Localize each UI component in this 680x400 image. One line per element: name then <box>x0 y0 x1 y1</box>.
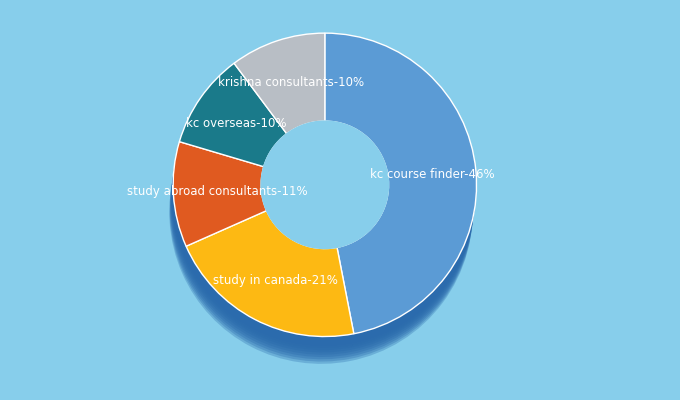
Wedge shape <box>322 58 473 359</box>
Wedge shape <box>185 220 352 346</box>
Wedge shape <box>321 60 473 361</box>
Text: kc overseas-10%: kc overseas-10% <box>186 117 287 130</box>
Wedge shape <box>177 82 284 185</box>
Wedge shape <box>322 49 475 350</box>
Wedge shape <box>170 162 264 267</box>
Wedge shape <box>231 56 322 156</box>
Wedge shape <box>169 169 262 274</box>
Wedge shape <box>232 47 323 148</box>
Wedge shape <box>324 42 475 343</box>
Wedge shape <box>322 54 474 354</box>
Wedge shape <box>184 229 352 355</box>
Wedge shape <box>176 86 284 190</box>
Wedge shape <box>178 70 286 174</box>
Wedge shape <box>171 160 264 264</box>
Text: study abroad consultants-11%: study abroad consultants-11% <box>127 185 307 198</box>
Wedge shape <box>322 56 473 356</box>
Wedge shape <box>177 84 284 187</box>
Wedge shape <box>171 153 265 258</box>
Wedge shape <box>179 66 286 169</box>
Wedge shape <box>178 72 286 176</box>
Wedge shape <box>183 233 351 359</box>
Wedge shape <box>177 77 285 180</box>
Wedge shape <box>234 33 325 134</box>
Wedge shape <box>184 222 352 348</box>
Wedge shape <box>324 38 476 338</box>
Wedge shape <box>186 213 354 339</box>
Wedge shape <box>172 151 265 255</box>
Text: krishna consultants-10%: krishna consultants-10% <box>218 76 364 89</box>
Circle shape <box>261 121 388 248</box>
Wedge shape <box>231 58 322 159</box>
Wedge shape <box>233 42 324 143</box>
Wedge shape <box>323 47 475 347</box>
Wedge shape <box>179 68 286 171</box>
Wedge shape <box>180 63 287 167</box>
Wedge shape <box>186 211 354 336</box>
Wedge shape <box>324 35 476 336</box>
Wedge shape <box>169 167 263 271</box>
Wedge shape <box>233 40 324 140</box>
Wedge shape <box>183 231 351 357</box>
Wedge shape <box>173 146 266 251</box>
Wedge shape <box>173 144 267 248</box>
Wedge shape <box>170 164 263 269</box>
Wedge shape <box>186 215 353 341</box>
Wedge shape <box>171 158 265 262</box>
Wedge shape <box>325 33 477 334</box>
Wedge shape <box>233 38 324 138</box>
Wedge shape <box>185 218 353 343</box>
Wedge shape <box>173 142 267 246</box>
Wedge shape <box>183 236 350 362</box>
Wedge shape <box>172 148 266 253</box>
Wedge shape <box>231 60 321 161</box>
Wedge shape <box>231 54 322 154</box>
Wedge shape <box>184 226 352 352</box>
Wedge shape <box>233 44 323 145</box>
Text: study in canada-21%: study in canada-21% <box>213 274 337 287</box>
Wedge shape <box>171 155 265 260</box>
Wedge shape <box>234 35 324 136</box>
Wedge shape <box>324 40 475 340</box>
Wedge shape <box>322 51 474 352</box>
Wedge shape <box>176 88 284 192</box>
Wedge shape <box>177 75 285 178</box>
Text: kc course finder-46%: kc course finder-46% <box>370 168 494 181</box>
Wedge shape <box>177 79 284 183</box>
Wedge shape <box>232 49 322 150</box>
Wedge shape <box>232 51 322 152</box>
Wedge shape <box>175 90 283 194</box>
Wedge shape <box>182 238 350 364</box>
Wedge shape <box>184 224 352 350</box>
Wedge shape <box>323 44 475 345</box>
